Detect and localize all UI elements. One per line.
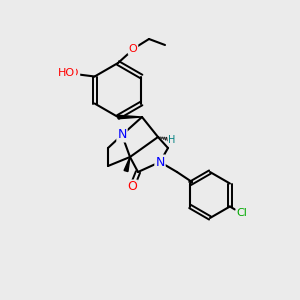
Polygon shape [118, 115, 142, 119]
Polygon shape [124, 157, 130, 172]
Text: H: H [168, 135, 176, 145]
Text: O: O [127, 181, 137, 194]
Text: O: O [129, 44, 137, 54]
Text: N: N [117, 128, 127, 142]
Text: N: N [155, 155, 165, 169]
Text: HO: HO [58, 68, 75, 77]
Text: Cl: Cl [236, 208, 247, 218]
Text: H-O: H-O [58, 68, 79, 77]
